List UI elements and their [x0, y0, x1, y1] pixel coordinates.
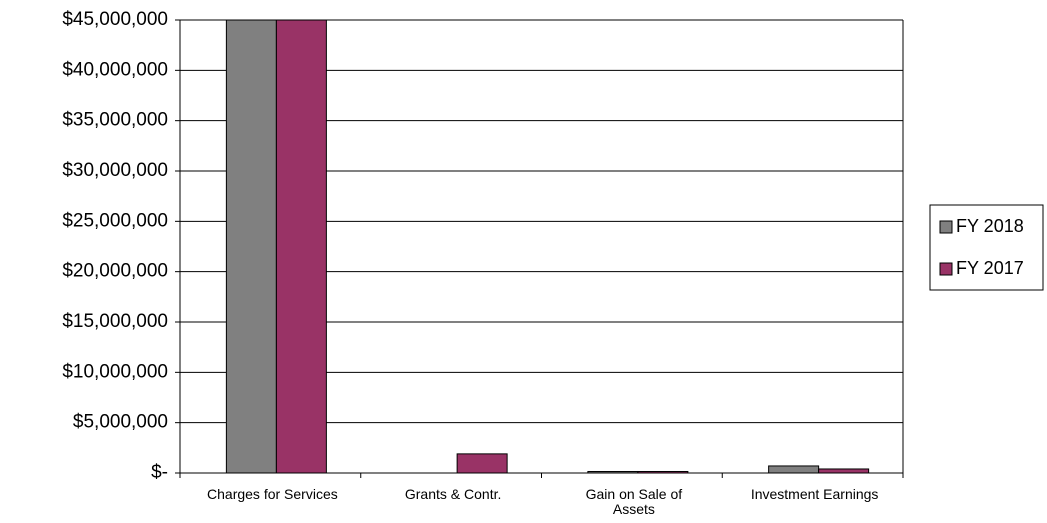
- bar: [456, 453, 508, 474]
- legend-box: [929, 204, 1044, 291]
- x-tick-label: Gain on Sale of Assets: [585, 486, 683, 517]
- bar: [587, 470, 639, 474]
- bar: [637, 470, 689, 474]
- y-tick-label: $5,000,000: [73, 412, 168, 433]
- y-tick-label: $-: [151, 462, 168, 483]
- y-tick-label: $15,000,000: [62, 311, 168, 332]
- legend-swatch: [939, 262, 953, 276]
- legend-label: FY 2018: [956, 216, 1024, 236]
- x-tick-label: Grants & Contr.: [404, 486, 502, 502]
- legend-swatch: [939, 220, 953, 234]
- y-tick-label: $25,000,000: [62, 210, 168, 231]
- x-tick-label: Charges for Services: [207, 486, 338, 502]
- y-tick-label: $45,000,000: [62, 9, 168, 30]
- legend-label: FY 2017: [956, 258, 1024, 278]
- y-tick-label: $40,000,000: [62, 59, 168, 80]
- bar: [818, 468, 870, 474]
- x-tick-label: Investment Earnings: [750, 486, 879, 502]
- y-tick-label: $10,000,000: [62, 361, 168, 382]
- bar: [275, 19, 327, 474]
- y-tick-label: $20,000,000: [62, 261, 168, 282]
- bar: [225, 19, 277, 474]
- bar: [768, 465, 820, 474]
- y-tick-label: $30,000,000: [62, 160, 168, 181]
- y-tick-label: $35,000,000: [62, 110, 168, 131]
